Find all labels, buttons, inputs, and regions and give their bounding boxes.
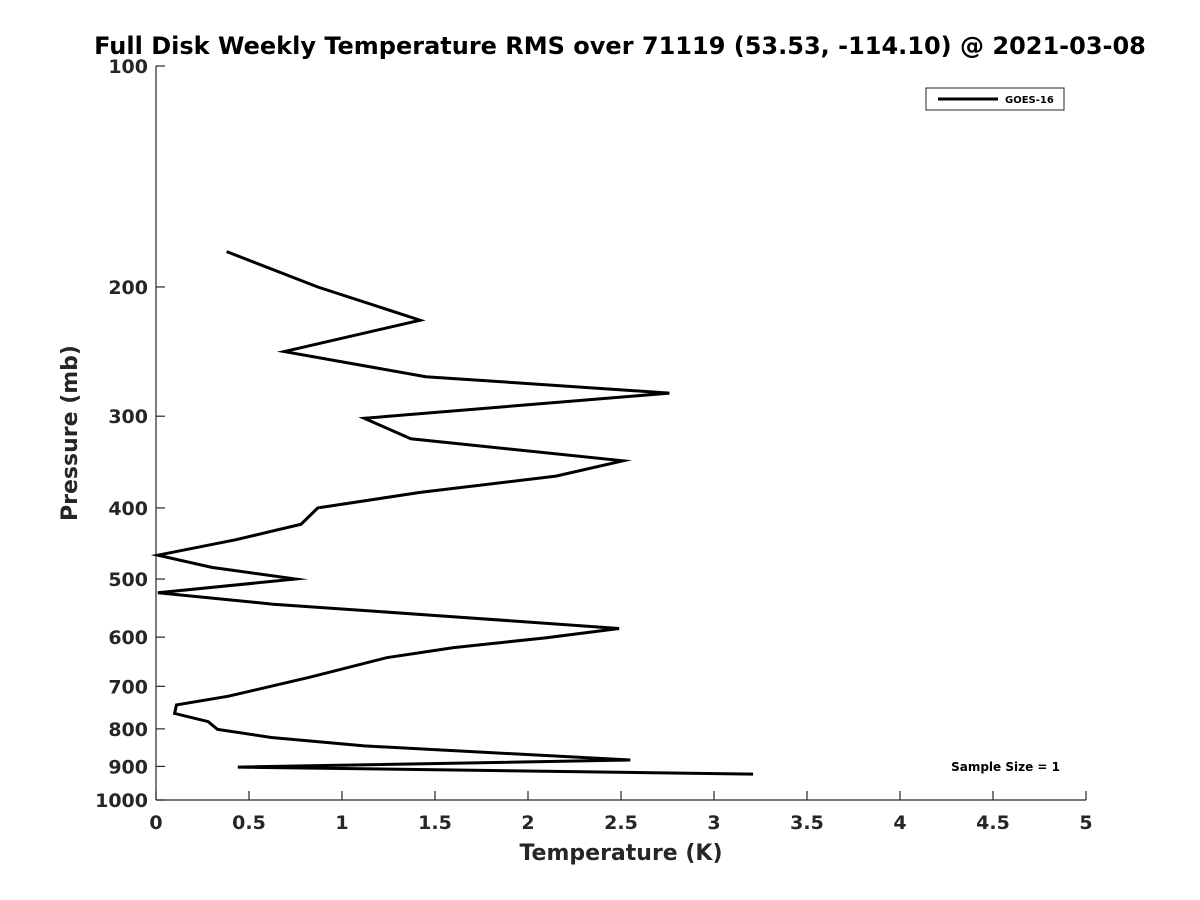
x-tick-label: 4 (893, 812, 906, 834)
x-tick-label: 1.5 (418, 812, 452, 834)
x-ticks: 0 0.5 1 1.5 2 2.5 3 3.5 4 4.5 5 (149, 791, 1093, 834)
x-tick-label: 1 (335, 812, 348, 834)
y-tick-label: 300 (108, 406, 148, 428)
sample-size-annotation: Sample Size = 1 (951, 760, 1060, 774)
y-tick-label: 100 (108, 56, 148, 78)
plot-axes (155, 66, 1086, 801)
x-tick-label: 2 (521, 812, 534, 834)
y-tick-label: 600 (108, 627, 148, 649)
y-axis-label: Pressure (mb) (58, 345, 83, 521)
series-layer (150, 250, 754, 776)
y-ticks: 100 200 300 400 500 600 700 800 900 1000 (95, 56, 165, 812)
x-tick-label: 5 (1079, 812, 1092, 834)
y-tick-label: 1000 (95, 790, 148, 812)
legend-entry-goes-16: GOES-16 (1005, 95, 1054, 106)
x-tick-label: 2.5 (604, 812, 638, 834)
x-tick-label: 0 (149, 812, 162, 834)
chart-title: Full Disk Weekly Temperature RMS over 71… (94, 32, 1146, 60)
y-tick-label: 400 (108, 498, 148, 520)
x-tick-label: 0.5 (232, 812, 266, 834)
x-tick-label: 4.5 (976, 812, 1010, 834)
legend: GOES-16 (925, 87, 1065, 111)
y-tick-label: 500 (108, 569, 148, 591)
x-tick-label: 3.5 (790, 812, 824, 834)
series-line-goes-16 (150, 250, 754, 776)
y-tick-label: 900 (108, 756, 148, 778)
y-tick-label: 700 (108, 676, 148, 698)
y-tick-label: 200 (108, 277, 148, 299)
x-axis-label: Temperature (K) (519, 841, 722, 866)
y-tick-label: 800 (108, 719, 148, 741)
x-tick-label: 3 (707, 812, 720, 834)
